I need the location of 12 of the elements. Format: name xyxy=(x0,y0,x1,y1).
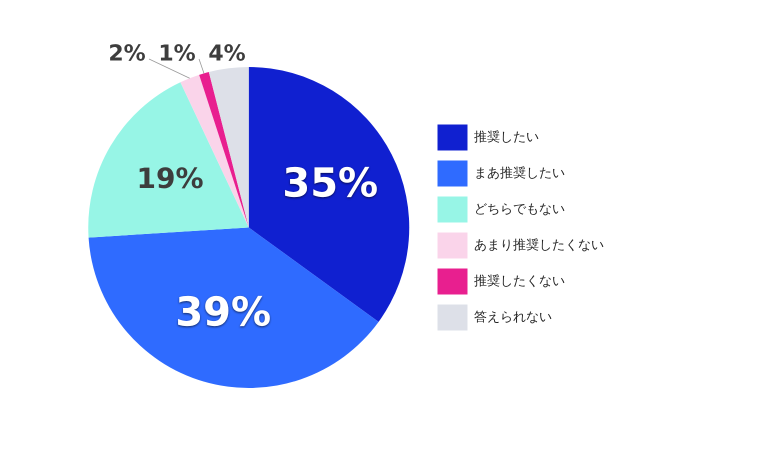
legend-label: どちらでもない xyxy=(474,202,565,217)
legend-label: 推奨したくない xyxy=(474,274,565,289)
data-label: 35% xyxy=(282,160,378,206)
data-label: 4% xyxy=(208,42,246,67)
legend-label: あまり推奨したくない xyxy=(474,238,604,253)
data-label: 39% xyxy=(175,290,272,336)
legend-label: 答えられない xyxy=(474,310,552,325)
data-label: 19% xyxy=(136,162,204,196)
legend-label: まあ推奨したい xyxy=(474,166,565,181)
data-label: 2% xyxy=(108,42,146,67)
data-label: 1% xyxy=(158,42,196,67)
legend-label: 推奨したい xyxy=(474,130,539,145)
